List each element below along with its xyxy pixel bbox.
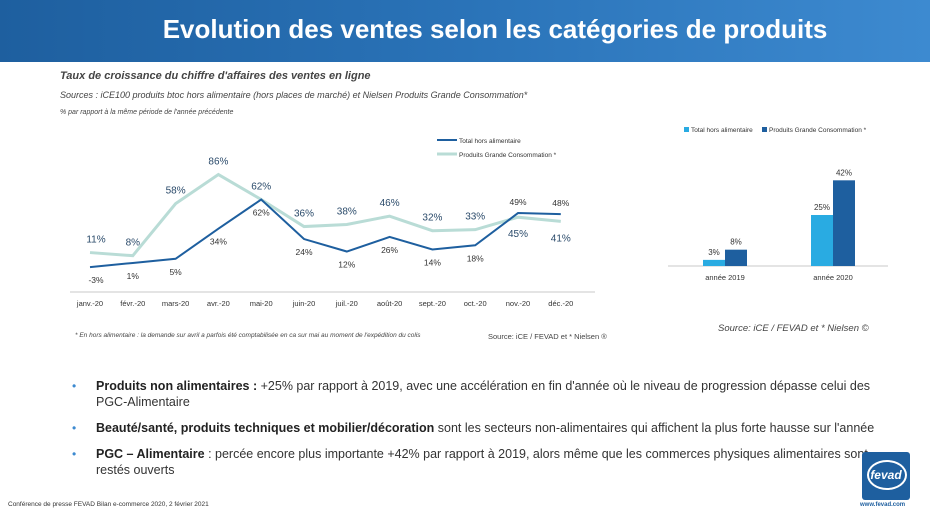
bar-legend-swatch-pgc [762,127,767,132]
data-label-pgc: 8% [126,238,141,249]
x-tick-label: mars-20 [162,299,190,308]
data-label-pgc: 58% [166,186,186,197]
bullet-text: sont les secteurs non-alimentaires qui a… [434,421,875,435]
bullet-item: • PGC – Alimentaire : percée encore plus… [72,446,892,478]
bar-label-pgc: 42% [836,168,852,177]
conference-caption: Conférence de presse FEVAD Bilan e-comme… [8,501,209,508]
data-label-pgc: 62% [251,182,271,193]
x-tick-label: sept.-20 [419,299,446,308]
header-banner: Evolution des ventes selon les catégorie… [0,0,930,62]
data-label-total: 34% [210,237,227,247]
data-label-total: 49% [509,197,526,207]
bullet-icon: • [72,379,77,393]
x-tick-label: déc.-20 [548,299,573,308]
bullet-list: • Produits non alimentaires : +25% par r… [72,378,892,488]
x-tick-label: nov.-20 [506,299,530,308]
data-label-pgc: 41% [551,233,571,244]
bullet-bold: PGC – Alimentaire [96,447,205,461]
data-label-total: 5% [169,267,182,277]
bullet-text: : percée encore plus importante +42% par… [96,447,868,477]
bar-category-label: année 2019 [705,273,745,282]
data-label-total: 48% [552,198,569,208]
data-label-total: 26% [381,245,398,255]
bullet-item: • Produits non alimentaires : +25% par r… [72,378,892,410]
x-tick-label: mai-20 [250,299,273,308]
data-label-total: 14% [424,257,441,267]
fevad-logo[interactable]: fevad [862,452,910,500]
data-label-pgc: 11% [86,235,105,246]
data-label-total: 1% [127,271,140,281]
page-title: Evolution des ventes selon les catégorie… [162,14,828,44]
bar-total [811,215,833,266]
sources-text: Sources : iCE100 produits btoc hors alim… [60,90,528,100]
bar-label-total: 25% [814,203,830,212]
x-tick-label: juin-20 [292,299,316,308]
logo-ring-icon [867,460,907,490]
bar-chart-source: Source: iCE / FEVAD et * Nielsen © [718,323,869,334]
bar-pgc [725,249,747,266]
data-label-pgc: 46% [380,198,400,209]
series-line-pgc [89,172,561,258]
series-line-total [89,198,561,269]
data-label-total: 12% [338,260,355,270]
bar-pgc [833,180,855,266]
data-label-pgc: 38% [337,206,357,217]
x-tick-label: juil.-20 [335,299,358,308]
chart-note: % par rapport à la même période de l'ann… [60,109,234,116]
bullet-item: • Beauté/santé, produits techniques et m… [72,420,892,436]
bullet-text: +25% par rapport à 2019, avec une accélé… [96,379,871,409]
bullet-bold: Beauté/santé, produits techniques et mob… [96,421,435,435]
legend-label-total: Total hors alimentaire [459,138,521,145]
logo-text: fevad [870,468,902,482]
x-tick-label: oct.-20 [464,299,487,308]
chart-footnote: * En hors alimentaire : la demande sur a… [75,332,421,339]
data-label-pgc: 36% [294,209,314,220]
data-label-total: 62% [253,208,270,218]
data-label-total: -3% [88,275,104,285]
x-tick-label: avr.-20 [207,299,230,308]
bar-category-label: année 2020 [813,273,853,282]
logo-url[interactable]: www.fevad.com [860,502,906,508]
bar-legend-label-total: Total hors alimentaire [691,127,753,134]
bar-label-total: 3% [708,248,720,257]
bullet-bold: Produits non alimentaires : [96,379,258,393]
data-label-pgc: 33% [465,212,485,223]
bullet-icon: • [72,421,77,435]
bar-total [703,259,725,266]
x-tick-label: août-20 [377,299,402,308]
bullet-icon: • [72,447,77,461]
chart-subtitle: Taux de croissance du chiffre d'affaires… [60,70,371,82]
x-tick-label: févr.-20 [120,299,145,308]
line-chart-source: Source: iCE / FEVAD et * Nielsen ® [488,332,607,341]
data-label-pgc: 32% [422,213,442,224]
bar-legend-label-pgc: Produits Grande Consommation * [769,127,867,134]
bar-legend-swatch-total [684,127,689,132]
bar-label-pgc: 8% [730,238,742,247]
data-label-total: 24% [295,247,312,257]
legend-label-pgc: Produits Grande Consommation * [459,152,557,159]
x-tick-label: janv.-20 [76,299,103,308]
data-label-pgc: 45% [508,229,528,240]
data-label-total: 18% [467,253,484,263]
data-label-pgc: 86% [208,157,228,168]
